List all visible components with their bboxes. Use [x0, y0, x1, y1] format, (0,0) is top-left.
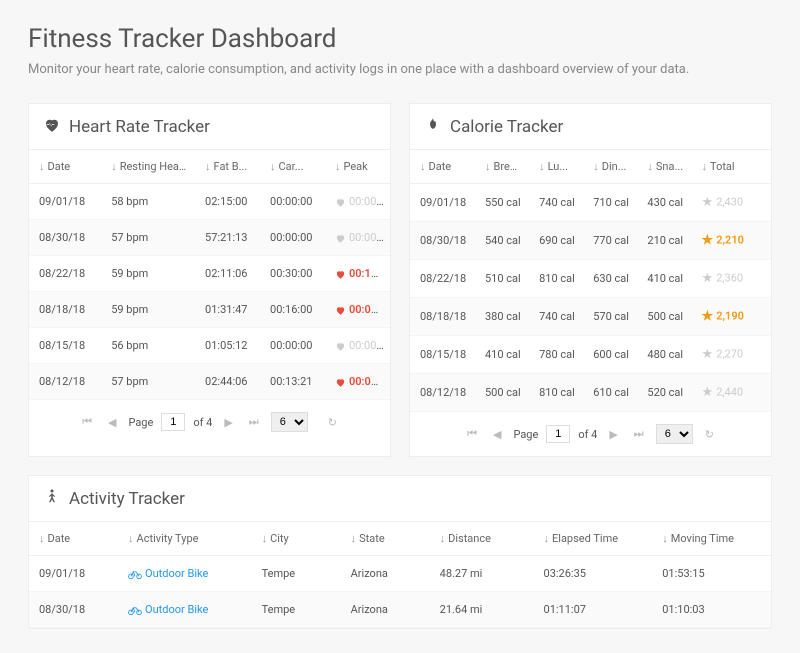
table-row: 08/22/1859 bpm02:11:0600:30:0000:10:50 — [29, 256, 390, 292]
heart-rate-title: Heart Rate Tracker — [69, 117, 210, 137]
column-header[interactable]: ↓Lu... — [529, 150, 583, 184]
table-row: 08/30/18540 cal690 cal770 cal210 cal★2,2… — [410, 222, 771, 260]
table-row: 09/01/1858 bpm02:15:0000:00:0000:00:00 — [29, 184, 390, 220]
table-row: 08/30/1857 bpm57:21:1300:00:0000:00:00 — [29, 220, 390, 256]
first-page-button[interactable]: ⏮ — [463, 425, 481, 443]
column-header[interactable]: ↓Total — [692, 150, 771, 184]
column-header[interactable]: ↓Din... — [583, 150, 637, 184]
page-title: Fitness Tracker Dashboard — [28, 24, 772, 54]
heart-rate-pager: ⏮ ◀ Page of 4 ▶ ⏭ 6 ↻ — [29, 400, 390, 444]
star-icon: ★ — [702, 233, 714, 248]
page-subtitle: Monitor your heart rate, calorie consump… — [28, 62, 772, 77]
activity-title: Activity Tracker — [69, 489, 185, 509]
calorie-table: ↓Date↓Break...↓Lu...↓Din...↓Sna...↓Total… — [410, 150, 771, 412]
heart-icon — [335, 341, 346, 351]
column-header[interactable]: ↓Fat B... — [195, 150, 260, 184]
last-page-button[interactable]: ⏭ — [245, 413, 263, 431]
table-row: 08/18/18380 cal740 cal570 cal500 cal★2,1… — [410, 298, 771, 336]
column-header[interactable]: ↓Resting Heart R... — [101, 150, 195, 184]
table-row: 08/15/1856 bpm01:05:1200:00:0000:00:00 — [29, 328, 390, 364]
star-icon: ★ — [702, 309, 714, 324]
table-row: 08/12/18500 cal810 cal610 cal520 cal★2,4… — [410, 374, 771, 412]
column-header[interactable]: ↓City — [252, 522, 341, 556]
column-header[interactable]: ↓Break... — [475, 150, 529, 184]
column-header[interactable]: ↓Sna... — [637, 150, 691, 184]
first-page-button[interactable]: ⏮ — [78, 413, 96, 431]
table-row: 09/01/18Outdoor BikeTempeArizona48.27 mi… — [29, 556, 771, 592]
person-icon — [43, 488, 61, 509]
refresh-button[interactable]: ↻ — [701, 426, 718, 443]
calorie-pager: ⏮ ◀ Page of 4 ▶ ⏭ 6 ↻ — [410, 412, 771, 456]
column-header[interactable]: ↓Moving Time — [652, 522, 771, 556]
column-header[interactable]: ↓Distance — [430, 522, 534, 556]
table-row: 08/30/18Outdoor BikeTempeArizona21.64 mi… — [29, 592, 771, 628]
column-header[interactable]: ↓Car... — [260, 150, 325, 184]
heartbeat-icon — [43, 116, 61, 137]
table-row: 08/22/18510 cal810 cal630 cal410 cal★2,3… — [410, 260, 771, 298]
activity-type-link[interactable]: Outdoor Bike — [128, 567, 208, 580]
column-header[interactable]: ↓Elapsed Time — [534, 522, 653, 556]
refresh-button[interactable]: ↻ — [324, 414, 341, 431]
heart-icon — [335, 197, 346, 207]
flame-icon — [424, 116, 442, 137]
heart-rate-card: Heart Rate Tracker ↓Date↓Resting Heart R… — [28, 103, 391, 457]
next-page-button[interactable]: ▶ — [220, 414, 236, 431]
star-icon: ★ — [702, 385, 714, 400]
calorie-title: Calorie Tracker — [450, 117, 563, 137]
table-row: 09/01/18550 cal740 cal710 cal430 cal★2,4… — [410, 184, 771, 222]
star-icon: ★ — [702, 271, 714, 286]
column-header[interactable]: ↓Activity Type — [118, 522, 252, 556]
star-icon: ★ — [702, 195, 714, 210]
page-size-select[interactable]: 6 — [271, 412, 308, 432]
column-header[interactable]: ↓Date — [29, 522, 118, 556]
heart-icon — [335, 233, 346, 243]
page-size-select[interactable]: 6 — [656, 424, 693, 444]
prev-page-button[interactable]: ◀ — [104, 414, 120, 431]
table-row: 08/18/1859 bpm01:31:4700:16:0000:04:50 — [29, 292, 390, 328]
column-header[interactable]: ↓Date — [29, 150, 101, 184]
page-label: Page — [513, 428, 538, 441]
heart-icon — [335, 269, 346, 279]
table-row: 08/15/18410 cal780 cal600 cal480 cal★2,2… — [410, 336, 771, 374]
activity-card: Activity Tracker ↓Date↓Activity Type↓Cit… — [28, 475, 772, 629]
heart-icon — [335, 305, 346, 315]
column-header[interactable]: ↓State — [341, 522, 430, 556]
next-page-button[interactable]: ▶ — [605, 426, 621, 443]
calorie-card: Calorie Tracker ↓Date↓Break...↓Lu...↓Din… — [409, 103, 772, 457]
last-page-button[interactable]: ⏭ — [630, 425, 648, 443]
star-icon: ★ — [702, 347, 714, 362]
table-row: 08/12/1857 bpm02:44:0600:13:2100:04:36 — [29, 364, 390, 400]
heart-rate-table: ↓Date↓Resting Heart R...↓Fat B...↓Car...… — [29, 150, 390, 400]
heart-icon — [335, 377, 346, 387]
activity-type-link[interactable]: Outdoor Bike — [128, 603, 208, 616]
of-label: of 4 — [193, 416, 212, 429]
page-label: Page — [128, 416, 153, 429]
activity-table: ↓Date↓Activity Type↓City↓State↓Distance↓… — [29, 522, 771, 628]
bike-icon — [128, 569, 142, 579]
page-input[interactable] — [161, 413, 185, 431]
column-header[interactable]: ↓Date — [410, 150, 475, 184]
of-label: of 4 — [578, 428, 597, 441]
column-header[interactable]: ↓Peak — [325, 150, 390, 184]
page-input[interactable] — [546, 425, 570, 443]
bike-icon — [128, 605, 142, 615]
prev-page-button[interactable]: ◀ — [489, 426, 505, 443]
